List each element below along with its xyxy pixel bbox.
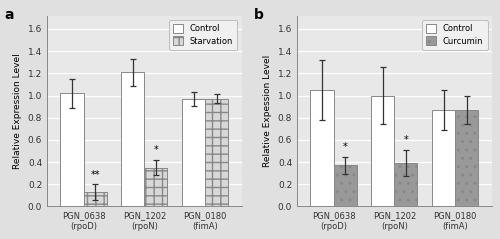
Bar [432,110,455,206]
Bar [310,90,334,206]
Text: *: * [404,136,408,145]
Y-axis label: Relative Expession Level: Relative Expession Level [264,55,272,167]
Text: a: a [4,8,14,22]
Bar [84,192,106,206]
Text: *: * [154,145,158,155]
Bar [182,99,205,206]
Bar [122,72,144,206]
Bar [144,168,168,206]
Bar [372,96,394,206]
Y-axis label: Relative Expression Level: Relative Expression Level [14,53,22,169]
Bar [394,163,417,206]
Bar [60,93,84,206]
Legend: Control, Curcumin: Control, Curcumin [422,20,488,50]
Text: **: ** [90,170,100,180]
Bar [205,99,229,206]
Bar [334,165,356,206]
Text: b: b [254,8,264,22]
Text: *: * [342,142,347,152]
Bar [455,110,478,206]
Legend: Control, Starvation: Control, Starvation [169,20,237,50]
